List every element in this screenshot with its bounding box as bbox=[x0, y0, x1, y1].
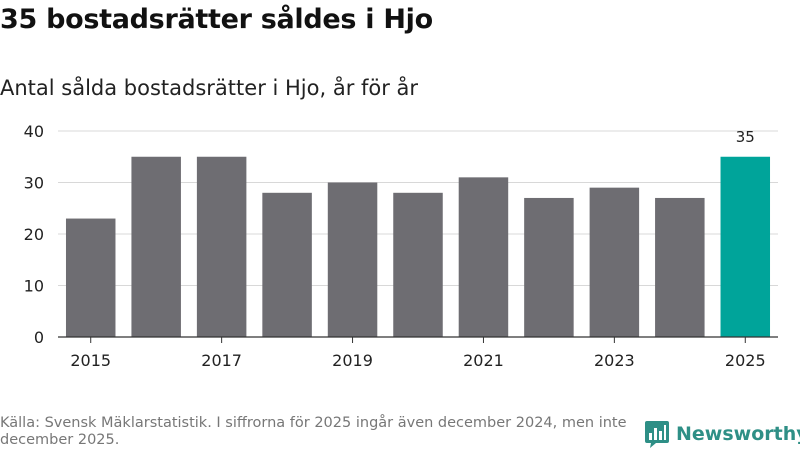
x-tick-label: 2025 bbox=[725, 351, 766, 370]
bar-2021 bbox=[458, 177, 509, 337]
bar-2016 bbox=[131, 156, 181, 337]
bar-2019 bbox=[327, 182, 378, 337]
bar-chart-logo-icon bbox=[645, 421, 669, 448]
brand-logo: Newsworthy bbox=[644, 420, 800, 448]
bar-2020 bbox=[393, 192, 443, 337]
bar-2023 bbox=[589, 187, 640, 337]
bar-2022 bbox=[524, 197, 574, 337]
y-tick-label: 20 bbox=[24, 225, 44, 244]
brand-name: Newsworthy bbox=[676, 423, 800, 445]
y-tick-label: 0 bbox=[34, 328, 44, 347]
source-note: Källa: Svensk Mäklarstatistik. I siffror… bbox=[0, 415, 627, 448]
x-tick-label: 2015 bbox=[70, 351, 111, 370]
bar-2015 bbox=[65, 218, 116, 337]
data-label: 35 bbox=[736, 128, 755, 146]
x-tick-label: 2021 bbox=[463, 351, 504, 370]
x-tick-label: 2017 bbox=[201, 351, 242, 370]
bar-chart: 0 10 20 30 40 2015 2017 2019 2021 2023 2025 35 bbox=[24, 122, 778, 370]
y-tick-label: 10 bbox=[24, 277, 44, 296]
bar-2024 bbox=[655, 197, 705, 337]
chart-subtitle: Antal sålda bostadsrätter i Hjo, år för … bbox=[0, 76, 419, 100]
bars bbox=[65, 156, 771, 337]
bar-2017 bbox=[196, 156, 247, 337]
x-tick-label: 2019 bbox=[332, 351, 373, 370]
y-axis-ticks: 0 10 20 30 40 bbox=[24, 122, 44, 347]
bar-2018 bbox=[262, 192, 312, 337]
y-tick-label: 40 bbox=[24, 122, 44, 141]
bar-2025 bbox=[720, 156, 771, 337]
y-tick-label: 30 bbox=[24, 174, 44, 193]
chart-title: 35 bostadsrätter såldes i Hjo bbox=[0, 4, 433, 35]
data-labels: 35 bbox=[736, 128, 755, 146]
x-tick-label: 2023 bbox=[594, 351, 635, 370]
x-axis-ticks: 2015 2017 2019 2021 2023 2025 bbox=[70, 337, 766, 370]
